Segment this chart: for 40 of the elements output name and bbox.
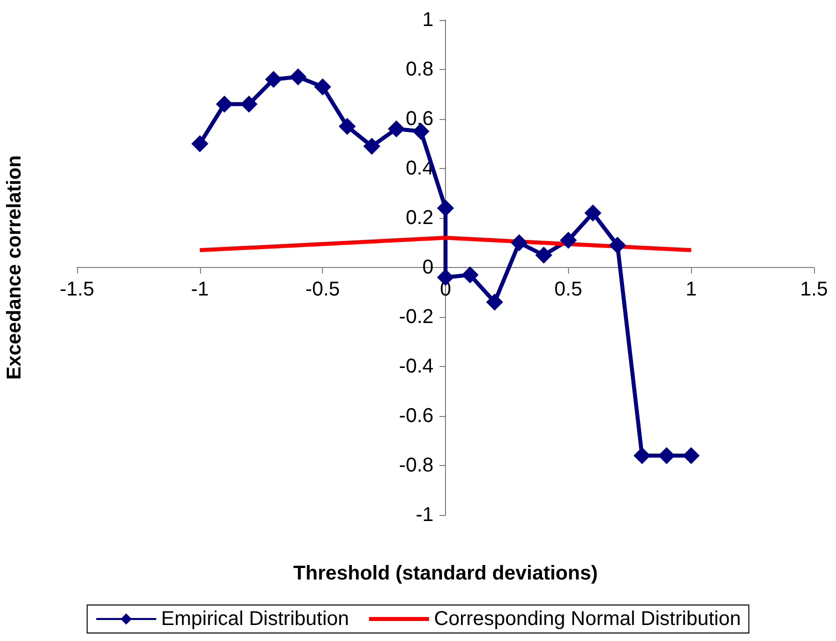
y-tick-label: 0 xyxy=(422,256,434,278)
x-tick-label: 0.5 xyxy=(554,278,582,300)
point xyxy=(216,96,233,113)
point xyxy=(608,236,626,254)
y-tick-label: -0.2 xyxy=(399,306,434,328)
point xyxy=(314,78,332,96)
point xyxy=(584,204,602,222)
point xyxy=(388,120,405,138)
point xyxy=(682,447,700,464)
y-tick-label: -0.4 xyxy=(399,356,434,378)
y-tick-label: 0.2 xyxy=(406,207,434,229)
legend-label: Corresponding Normal Distribution xyxy=(434,608,741,630)
point xyxy=(634,447,651,464)
point xyxy=(486,294,504,311)
point xyxy=(658,447,676,464)
point xyxy=(462,266,479,284)
x-axis-title: Threshold (standard deviations) xyxy=(293,562,598,584)
point xyxy=(560,232,577,249)
point xyxy=(363,138,380,155)
x-tick-label: -1.5 xyxy=(60,278,94,300)
point xyxy=(290,68,307,86)
point xyxy=(510,234,528,252)
point xyxy=(535,246,552,264)
x-tick-label: -0.5 xyxy=(305,278,340,300)
x-tick-label: 1 xyxy=(686,278,697,300)
legend-label: Empirical Distribution xyxy=(161,608,350,630)
y-tick-label: -0.8 xyxy=(399,454,434,476)
point xyxy=(191,135,208,152)
x-tick-label: 1.5 xyxy=(800,278,828,300)
point xyxy=(240,96,258,113)
point xyxy=(338,118,356,135)
point xyxy=(437,200,454,217)
y-tick-label: 1 xyxy=(422,9,434,31)
y-tick-label: -0.6 xyxy=(399,405,434,427)
y-tick-label: -1 xyxy=(416,504,434,526)
x-tick-label: -1 xyxy=(190,278,209,300)
y-axis-title: Exceedance correlation xyxy=(4,155,26,380)
y-tick-label: 0.8 xyxy=(406,58,434,80)
y-tick-label: 0.6 xyxy=(406,108,434,130)
point xyxy=(265,70,282,88)
